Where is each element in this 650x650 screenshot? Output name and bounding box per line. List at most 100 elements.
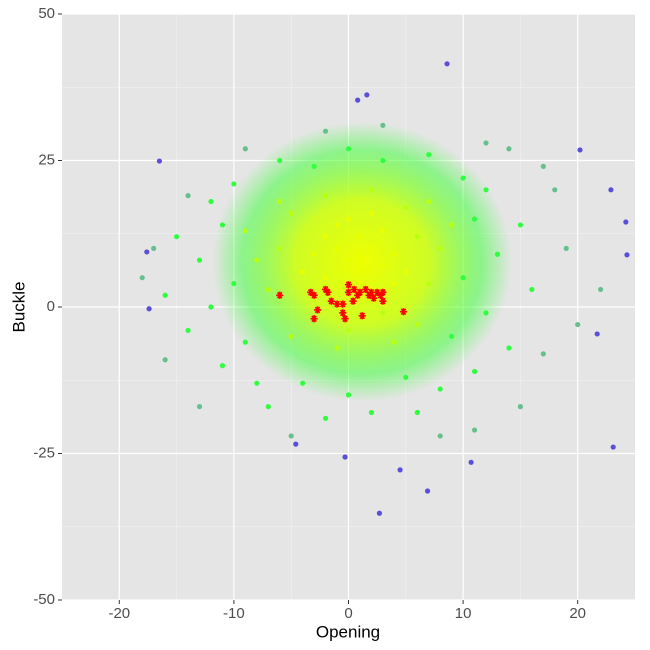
point	[242, 339, 248, 345]
point	[196, 257, 203, 263]
point	[231, 280, 237, 287]
point	[300, 269, 306, 275]
point	[321, 285, 330, 294]
point	[608, 187, 614, 193]
point	[540, 163, 546, 169]
point	[354, 291, 362, 299]
point	[437, 245, 443, 251]
point	[414, 409, 420, 416]
point	[391, 251, 397, 257]
point	[357, 269, 363, 275]
point	[344, 281, 353, 289]
point	[399, 308, 408, 316]
point	[345, 327, 352, 334]
point	[156, 158, 163, 164]
x-axis-title: Opening	[316, 622, 380, 641]
point	[185, 193, 191, 199]
point	[208, 198, 214, 205]
point	[327, 297, 335, 305]
point	[373, 288, 381, 296]
point	[277, 245, 283, 251]
point	[529, 286, 535, 293]
point	[293, 441, 299, 447]
point	[623, 219, 629, 225]
point	[563, 245, 569, 251]
y-axis-title: Buckle	[9, 281, 28, 332]
point	[367, 288, 376, 296]
point	[437, 433, 443, 439]
point	[370, 294, 378, 302]
point	[341, 315, 349, 323]
point	[219, 222, 226, 228]
point	[334, 222, 340, 228]
point	[380, 263, 386, 269]
point	[380, 228, 386, 234]
point	[460, 175, 466, 181]
point	[311, 163, 317, 169]
point	[424, 488, 431, 494]
point	[324, 288, 332, 296]
points	[139, 61, 630, 516]
point	[483, 187, 489, 193]
point	[345, 216, 352, 222]
point	[151, 245, 157, 251]
point	[313, 306, 322, 314]
point	[506, 345, 512, 351]
point	[368, 210, 375, 216]
point	[242, 146, 248, 152]
point	[426, 152, 432, 158]
point	[364, 92, 370, 98]
axes: -20 -10 0 10 20 -50 -25 0 25 50	[33, 5, 586, 622]
point	[174, 234, 180, 240]
point	[333, 300, 341, 308]
y-tick-label: -50	[33, 591, 55, 608]
point	[610, 444, 616, 450]
point	[368, 187, 375, 193]
point	[185, 327, 191, 334]
point	[437, 386, 443, 392]
point	[162, 292, 168, 298]
point	[397, 467, 403, 473]
point	[139, 275, 145, 281]
point	[162, 357, 168, 363]
point	[426, 198, 432, 205]
point	[357, 251, 363, 257]
point	[231, 181, 237, 187]
point	[376, 291, 385, 299]
point	[391, 339, 397, 345]
point	[594, 331, 600, 337]
point	[380, 122, 386, 128]
point	[449, 222, 455, 228]
point	[414, 321, 420, 328]
point	[624, 252, 630, 258]
point	[345, 392, 352, 398]
point	[380, 310, 386, 316]
point	[471, 216, 478, 222]
point	[350, 285, 358, 294]
point	[311, 251, 317, 257]
point	[362, 285, 370, 294]
point	[265, 286, 271, 293]
point	[339, 309, 347, 317]
point	[276, 291, 284, 299]
point	[242, 228, 248, 234]
point	[368, 245, 375, 251]
point	[577, 147, 583, 153]
point	[288, 210, 294, 216]
y-tick-label: 25	[38, 151, 55, 168]
point	[403, 374, 409, 380]
point	[368, 409, 375, 416]
point	[379, 288, 387, 296]
point	[277, 198, 283, 205]
point	[483, 140, 489, 146]
point	[322, 234, 329, 240]
point	[334, 245, 340, 251]
point	[322, 128, 329, 134]
point	[322, 193, 329, 199]
point	[300, 380, 306, 386]
point	[471, 427, 478, 433]
point	[355, 97, 361, 103]
point	[444, 61, 450, 67]
point	[310, 315, 318, 323]
point	[277, 157, 283, 164]
